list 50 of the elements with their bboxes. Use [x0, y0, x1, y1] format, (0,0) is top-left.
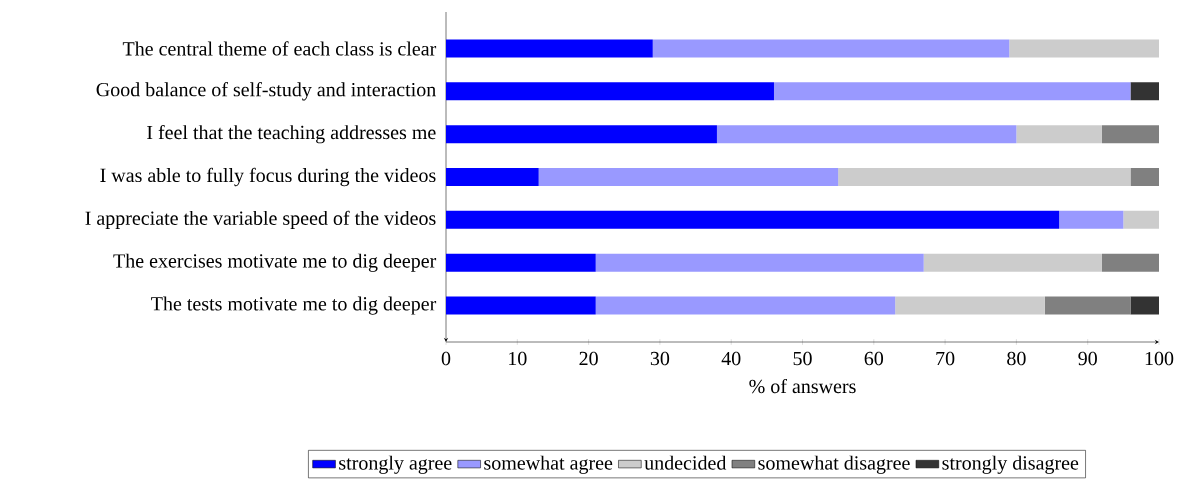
x-axis-title: % of answers: [749, 378, 856, 394]
x-tick-label: 40: [721, 351, 741, 366]
y-tick-label: The exercises motivate me to dig deeper: [113, 253, 437, 272]
legend-label: strongly disagree: [942, 455, 1079, 474]
bar: [595, 253, 924, 272]
legend-label: undecided: [644, 455, 727, 470]
bar: [1130, 168, 1159, 187]
x-tick-label: 60: [864, 351, 884, 366]
bar: [838, 168, 1131, 187]
bar: [716, 125, 1017, 144]
legend-label: somewhat agree: [484, 455, 613, 474]
bar: [446, 82, 774, 101]
legend-label: somewhat disagree: [758, 455, 910, 474]
bar: [1044, 296, 1131, 315]
bar: [595, 296, 896, 315]
bar: [538, 168, 839, 187]
y-tick-label: I appreciate the variable speed of the videos: [85, 210, 436, 230]
y-tick-label: The tests motivate me to dig deeper: [151, 296, 437, 315]
x-tick-label: 100: [1145, 351, 1174, 366]
bar: [1016, 125, 1102, 144]
bar: [1130, 296, 1159, 315]
y-tick-label: Good balance of self-study and interaction: [96, 82, 436, 101]
bar: [446, 125, 717, 144]
x-tick-label: 90: [1078, 351, 1097, 366]
bar: [1059, 210, 1124, 229]
bar: [1009, 39, 1159, 58]
bar: [446, 210, 1060, 229]
bar: [773, 82, 1131, 101]
bar: [446, 296, 596, 315]
bar: [446, 39, 653, 58]
y-tick-label: I was able to fully focus during the videos: [100, 167, 436, 187]
x-tick-label: 30: [650, 351, 670, 366]
bar: [446, 253, 596, 272]
bar: [1130, 82, 1159, 101]
x-tick-label: 0: [441, 351, 451, 366]
bar: [1101, 125, 1159, 144]
y-tick-label: I feel that the teaching addresses me: [147, 124, 436, 144]
bar: [1123, 210, 1159, 229]
x-tick-label: 70: [936, 351, 955, 366]
x-tick-label: 20: [579, 351, 598, 366]
y-tick-label: The central theme of each class is clear: [122, 41, 437, 56]
x-tick-label: 80: [1007, 351, 1026, 366]
x-tick-label: 50: [793, 351, 812, 366]
legend-label: strongly agree: [339, 455, 452, 474]
bar: [923, 253, 1102, 272]
bar: [1101, 253, 1159, 272]
bar: [652, 39, 1010, 58]
bar: [446, 168, 539, 187]
x-tick-label: 10: [509, 351, 527, 366]
bar: [895, 296, 1045, 315]
